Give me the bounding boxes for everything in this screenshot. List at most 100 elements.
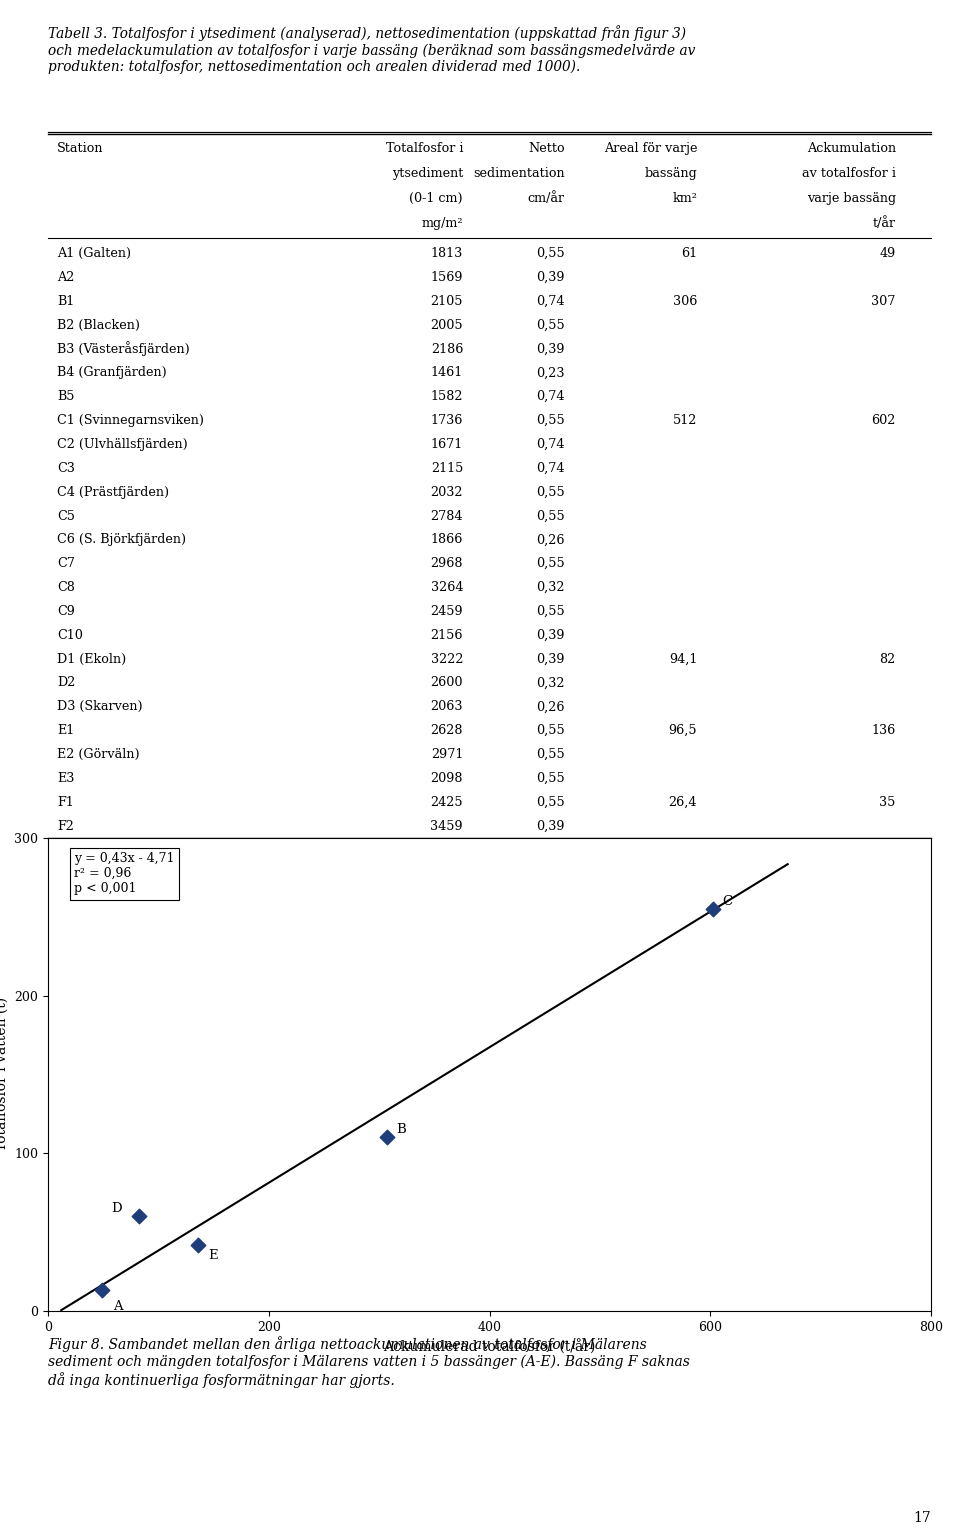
Text: 2968: 2968: [431, 556, 463, 570]
Text: 82: 82: [879, 653, 896, 665]
Text: varje bassäng: varje bassäng: [806, 192, 896, 205]
Text: 2156: 2156: [431, 629, 463, 642]
Text: cm/år: cm/år: [528, 192, 564, 205]
Text: 0,26: 0,26: [537, 701, 564, 713]
Text: 2186: 2186: [431, 342, 463, 356]
Text: 3222: 3222: [431, 653, 463, 665]
Text: C1 (Svinnegarnsviken): C1 (Svinnegarnsviken): [57, 414, 204, 428]
Text: C8: C8: [57, 581, 75, 595]
Text: 0,55: 0,55: [536, 796, 564, 809]
Text: 2032: 2032: [431, 486, 463, 498]
Text: 1866: 1866: [431, 533, 463, 546]
Text: B5: B5: [57, 391, 74, 403]
Text: E3: E3: [57, 771, 74, 785]
Text: 61: 61: [681, 247, 697, 261]
Text: E: E: [208, 1248, 218, 1262]
Text: 0,39: 0,39: [537, 820, 564, 832]
Text: C4 (Prästfjärden): C4 (Prästfjärden): [57, 486, 169, 498]
Text: 17: 17: [914, 1512, 931, 1525]
Text: 1671: 1671: [431, 438, 463, 451]
Point: [379, 1125, 395, 1150]
Text: 0,55: 0,55: [536, 486, 564, 498]
Text: 1569: 1569: [431, 271, 463, 284]
Text: C3: C3: [57, 461, 75, 475]
Text: 2971: 2971: [431, 748, 463, 760]
Text: E2 (Görväln): E2 (Görväln): [57, 748, 139, 760]
Text: 0,39: 0,39: [537, 629, 564, 642]
Text: av totalfosfor i: av totalfosfor i: [802, 167, 896, 181]
Text: 2063: 2063: [431, 701, 463, 713]
Text: 2005: 2005: [430, 319, 463, 331]
Text: 0,74: 0,74: [537, 294, 564, 308]
Point: [190, 1233, 205, 1257]
Text: 2115: 2115: [431, 461, 463, 475]
Text: D: D: [110, 1202, 121, 1216]
Text: Figur 8. Sambandet mellan den årliga nettoackumulationen av totalfosfor i Mälare: Figur 8. Sambandet mellan den årliga net…: [48, 1337, 690, 1387]
Text: 1461: 1461: [431, 366, 463, 379]
Text: 35: 35: [879, 796, 896, 809]
Text: y = 0,43x - 4,71
r² = 0,96
p < 0,001: y = 0,43x - 4,71 r² = 0,96 p < 0,001: [75, 852, 175, 895]
Text: A1 (Galten): A1 (Galten): [57, 247, 131, 261]
Text: 307: 307: [872, 294, 896, 308]
Text: ytsediment: ytsediment: [392, 167, 463, 181]
Text: km²: km²: [672, 192, 697, 205]
Text: C5: C5: [57, 509, 75, 523]
Text: (0-1 cm): (0-1 cm): [410, 192, 463, 205]
Text: 94,1: 94,1: [669, 653, 697, 665]
Text: C6 (S. Björkfjärden): C6 (S. Björkfjärden): [57, 533, 186, 546]
Text: B1: B1: [57, 294, 74, 308]
Text: Station: Station: [57, 143, 104, 155]
Text: mg/m²: mg/m²: [421, 218, 463, 230]
Text: 1813: 1813: [431, 247, 463, 261]
Text: 2098: 2098: [431, 771, 463, 785]
Text: Netto: Netto: [528, 143, 564, 155]
Text: 2784: 2784: [431, 509, 463, 523]
Point: [705, 897, 720, 921]
Text: F1: F1: [57, 796, 74, 809]
Text: C9: C9: [57, 606, 75, 618]
Text: 2459: 2459: [430, 606, 463, 618]
Text: 0,55: 0,55: [536, 606, 564, 618]
Text: Tabell 3. Totalfosfor i ytsediment (analyserad), nettosedimentation (uppskattad : Tabell 3. Totalfosfor i ytsediment (anal…: [48, 25, 695, 75]
Text: B3 (Västeråsfjärden): B3 (Västeråsfjärden): [57, 342, 189, 357]
Text: 0,26: 0,26: [537, 533, 564, 546]
Text: 0,55: 0,55: [536, 771, 564, 785]
Text: 0,32: 0,32: [537, 676, 564, 690]
Text: 0,55: 0,55: [536, 556, 564, 570]
Text: 2425: 2425: [430, 796, 463, 809]
Text: 0,39: 0,39: [537, 271, 564, 284]
Text: 2600: 2600: [431, 676, 463, 690]
Text: 0,55: 0,55: [536, 319, 564, 331]
Text: E1: E1: [57, 724, 74, 737]
Text: 0,74: 0,74: [537, 391, 564, 403]
Text: F2: F2: [57, 820, 74, 832]
Text: D3 (Skarven): D3 (Skarven): [57, 701, 142, 713]
Text: 1736: 1736: [431, 414, 463, 428]
Text: C2 (Ulvhällsfjärden): C2 (Ulvhällsfjärden): [57, 438, 187, 451]
Y-axis label: Totalfosfor i vatten (t): Totalfosfor i vatten (t): [0, 998, 9, 1151]
Text: 3459: 3459: [430, 820, 463, 832]
Text: 1582: 1582: [431, 391, 463, 403]
Text: C: C: [722, 895, 732, 908]
Text: 0,74: 0,74: [537, 438, 564, 451]
Text: 306: 306: [673, 294, 697, 308]
Text: 0,23: 0,23: [537, 366, 564, 379]
Text: 26,4: 26,4: [669, 796, 697, 809]
Text: 0,55: 0,55: [536, 748, 564, 760]
Text: D1 (Ekoln): D1 (Ekoln): [57, 653, 126, 665]
Text: 0,55: 0,55: [536, 247, 564, 261]
Text: D2: D2: [57, 676, 75, 690]
Text: 0,55: 0,55: [536, 414, 564, 428]
Text: B4 (Granfjärden): B4 (Granfjärden): [57, 366, 167, 379]
Text: 512: 512: [673, 414, 697, 428]
Text: 96,5: 96,5: [668, 724, 697, 737]
Text: sedimentation: sedimentation: [473, 167, 564, 181]
Text: C10: C10: [57, 629, 83, 642]
Text: t/år: t/år: [873, 218, 896, 230]
Text: Totalfosfor i: Totalfosfor i: [386, 143, 463, 155]
Text: 0,39: 0,39: [537, 342, 564, 356]
Text: bassäng: bassäng: [644, 167, 697, 181]
Text: Ackumulation: Ackumulation: [806, 143, 896, 155]
Text: 0,32: 0,32: [537, 581, 564, 595]
Text: B: B: [396, 1124, 406, 1136]
